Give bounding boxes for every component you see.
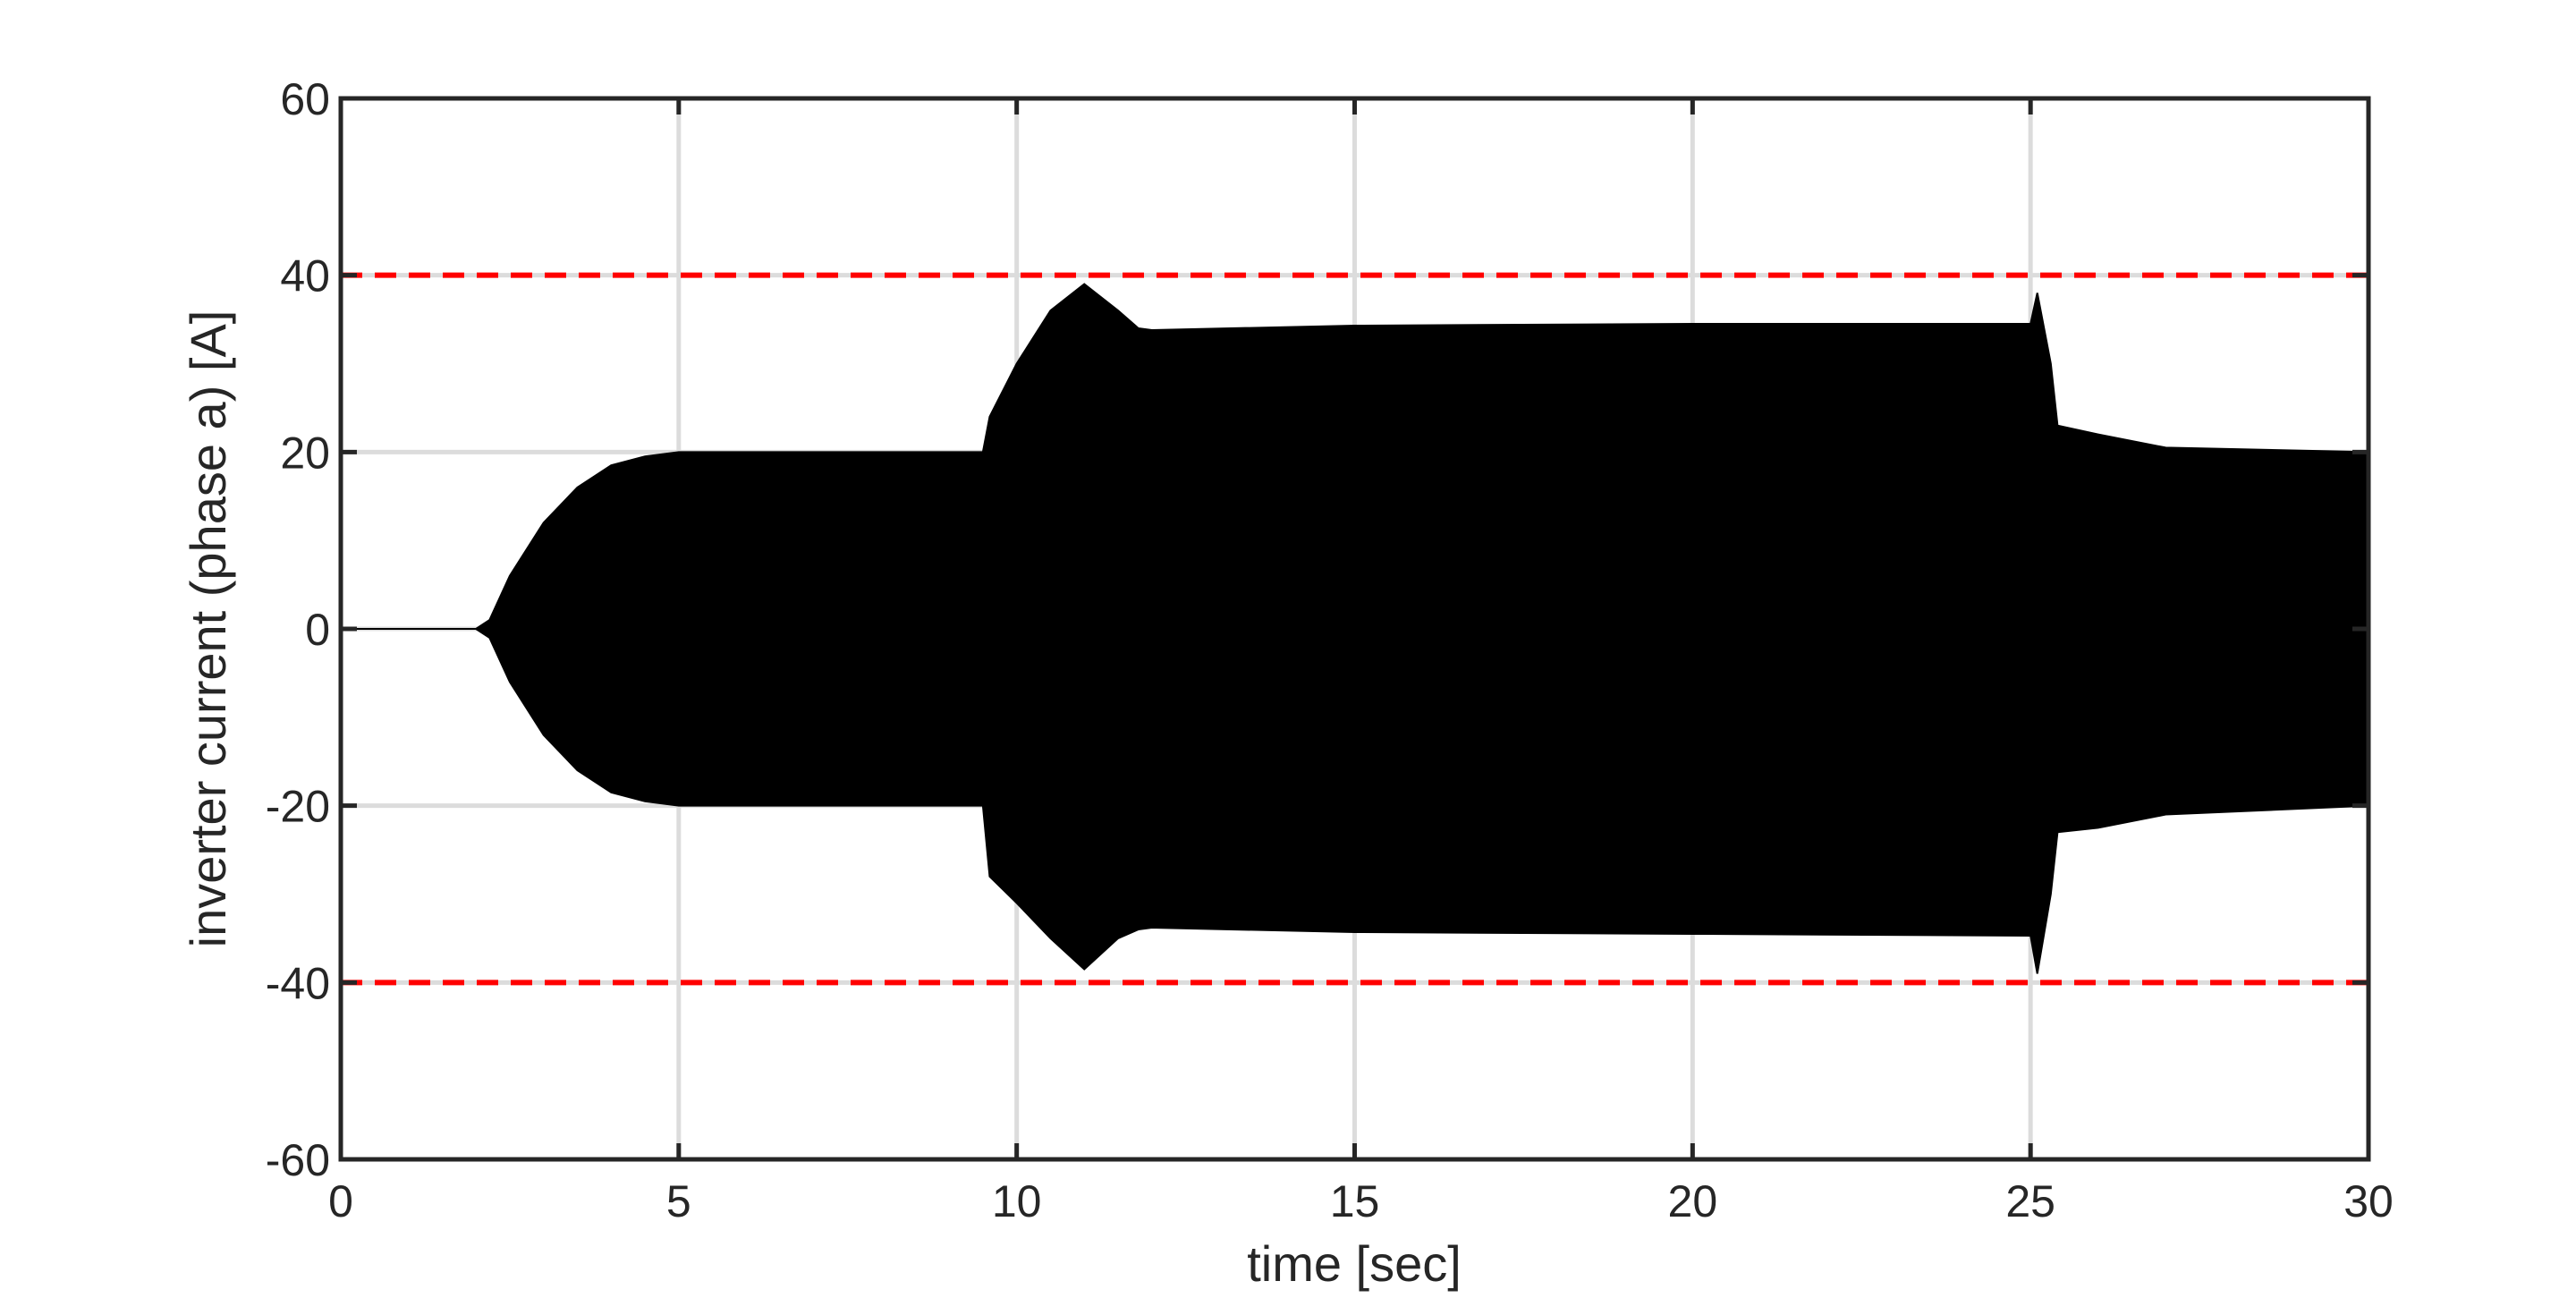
- ticks: 0 5 10 15 20 25 30 -60 -40 -20 0 20 40 60: [266, 74, 2394, 1226]
- x-tick-label: 5: [666, 1176, 691, 1226]
- signal-envelope: [341, 283, 2369, 630]
- y-tick-label: 40: [280, 251, 330, 301]
- y-tick-label: 20: [280, 428, 330, 478]
- x-tick-label: 15: [1330, 1176, 1380, 1226]
- x-tick-label: 0: [328, 1176, 353, 1226]
- y-axis-label: inverter current (phase a) [A]: [180, 310, 236, 948]
- x-tick-label: 10: [992, 1176, 1042, 1226]
- y-tick-label: 60: [280, 74, 330, 124]
- y-tick-label: -60: [266, 1135, 330, 1185]
- y-tick-label: -20: [266, 782, 330, 832]
- signal-envelope: [341, 628, 2369, 974]
- y-tick-label: -40: [266, 958, 330, 1008]
- y-tick-label: 0: [305, 605, 330, 655]
- x-axis-label: time [sec]: [1247, 1235, 1462, 1292]
- x-tick-label: 25: [2005, 1176, 2055, 1226]
- x-tick-label: 20: [1668, 1176, 1718, 1226]
- x-tick-label: 30: [2343, 1176, 2394, 1226]
- plot-area: [341, 283, 2369, 974]
